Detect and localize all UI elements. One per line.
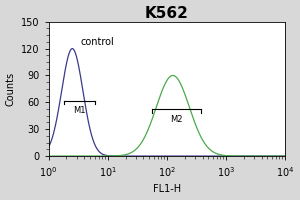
X-axis label: FL1-H: FL1-H [153,184,181,194]
Text: M2: M2 [170,115,183,124]
Text: control: control [81,37,115,47]
Title: K562: K562 [145,6,189,21]
Y-axis label: Counts: Counts [6,72,16,106]
Text: M1: M1 [73,106,85,115]
